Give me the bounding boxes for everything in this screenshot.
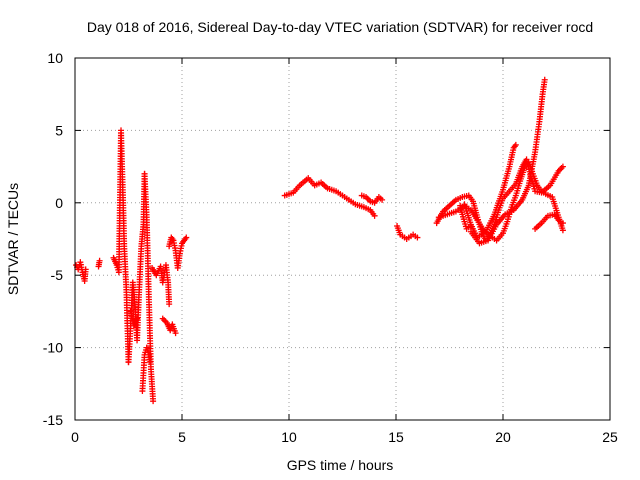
x-tick-label-3: 15 [388, 429, 404, 445]
x-tick-label-1: 5 [178, 429, 186, 445]
x-tick-label-4: 20 [495, 429, 511, 445]
data-point-s0-g8-p14 [172, 330, 179, 337]
data-point-s0-g17-p16 [559, 220, 566, 227]
data-point-s0-g13-p110 [559, 163, 566, 170]
y-tick-label-5: 10 [47, 50, 63, 66]
data-point-s0-g10-p47 [371, 212, 378, 219]
y-tick-label-1: -10 [43, 340, 63, 356]
data-point-s0-g15-p58 [512, 141, 519, 148]
data-point-s0-g14-p100 [559, 227, 566, 234]
data-point-s0-g4-p89 [150, 398, 157, 405]
y-tick-label-4: 5 [55, 122, 63, 138]
y-tick-label-3: 0 [55, 195, 63, 211]
data-point-s0-g8-p0 [159, 315, 166, 322]
x-tick-label-2: 10 [281, 429, 297, 445]
data-series [73, 76, 566, 405]
data-point-s0-g18-p12 [467, 222, 474, 229]
axis-ticks: 0 5 10 15 20 25 -15 -10 -5 0 5 10 [43, 50, 618, 445]
grid [75, 58, 610, 420]
data-point-s0-g6-p10 [134, 315, 141, 322]
data-point-s0-g12-p12 [414, 234, 421, 241]
y-axis-label: SDTVAR / TECUs [5, 183, 21, 295]
y-tick-label-2: -5 [51, 267, 64, 283]
plot-frame [74, 57, 611, 421]
data-point-s0-g1-p3 [96, 257, 103, 264]
chart-title: Day 018 of 2016, Sidereal Day-to-day VTE… [87, 19, 593, 35]
y-tick-label-0: -15 [43, 412, 63, 428]
data-point-s0-g16-p83 [541, 76, 548, 83]
data-point-s0-g8-p1 [161, 317, 168, 324]
data-point-s0-g7-p38 [166, 301, 173, 308]
data-point-s0-g5-p23 [146, 359, 153, 366]
data-point-s0-g13-p109 [558, 165, 565, 172]
x-tick-label-5: 25 [602, 429, 618, 445]
x-tick-label-0: 0 [71, 429, 79, 445]
data-point-s0-g11-p12 [379, 196, 386, 203]
data-point-s0-g9-p31 [183, 234, 190, 241]
x-axis-label: GPS time / hours [287, 457, 394, 473]
data-point-s0-g0-p18 [82, 266, 89, 273]
